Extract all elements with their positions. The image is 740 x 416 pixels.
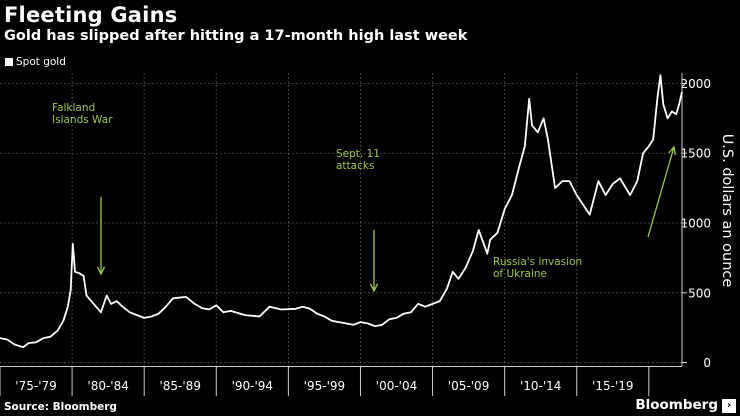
annotation-arrow xyxy=(647,146,675,238)
x-tick-label: '90-'94 xyxy=(232,379,273,393)
y-tick-label: 1500 xyxy=(680,147,711,161)
annotation-arrowhead xyxy=(96,266,106,276)
legend-label-spot-gold: Spot gold xyxy=(16,56,66,68)
x-tick-label: '85-'89 xyxy=(159,379,200,393)
x-tick-label: '95-'99 xyxy=(304,379,345,393)
spot-gold-line xyxy=(0,74,683,349)
x-tick-label: '10-'14 xyxy=(520,379,561,393)
bloomberg-logo: Bloomberg xyxy=(635,397,718,413)
annotation-label: Sept. 11 attacks xyxy=(336,148,380,172)
y-tick-label: 2000 xyxy=(680,77,711,91)
chart-subtitle: Gold has slipped after hitting a 17-mont… xyxy=(4,28,468,44)
x-tick-label: '15-'19 xyxy=(592,379,633,393)
x-tick-label: '00-'04 xyxy=(376,379,417,393)
y-axis-label: U.S. dollars an ounce xyxy=(719,134,735,288)
x-tick-label: '75-'79 xyxy=(15,379,56,393)
source-note: Source: Bloomberg xyxy=(4,401,117,413)
x-tick-label: '80-'84 xyxy=(87,379,128,393)
x-tick-label: '05-'09 xyxy=(448,379,489,393)
annotation-arrowhead xyxy=(668,145,676,156)
y-tick-label: 500 xyxy=(688,286,711,300)
annotation-label: Russia's invasion of Ukraine xyxy=(493,256,582,280)
annotation-label: Falkland Islands War xyxy=(52,102,113,126)
y-tick-label: 0 xyxy=(703,356,711,370)
legend: Spot gold xyxy=(5,56,66,68)
annotation-arrowhead xyxy=(369,283,379,293)
bloomberg-mark-icon: › xyxy=(722,399,736,413)
legend-swatch-spot-gold xyxy=(5,58,13,66)
y-tick-label: 1000 xyxy=(680,216,711,230)
chart-title: Fleeting Gains xyxy=(4,3,178,27)
